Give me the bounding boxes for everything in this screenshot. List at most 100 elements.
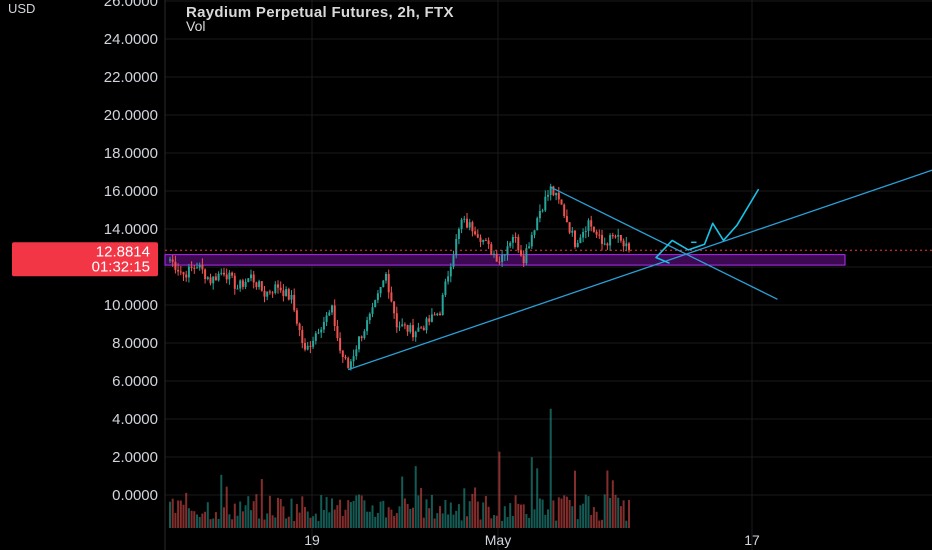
candle-body	[425, 318, 428, 331]
trendlines[interactable]	[165, 149, 932, 371]
candle-body	[371, 307, 374, 314]
volume-bar	[385, 517, 387, 528]
currency-label: USD	[8, 1, 35, 16]
y-tick-label: 4.0000	[112, 411, 158, 428]
candle-body	[312, 340, 315, 347]
y-tick-label: 26.0000	[104, 0, 158, 10]
candle-body	[617, 235, 620, 237]
volume-bar	[447, 514, 450, 528]
candle-body	[260, 281, 263, 291]
candle-body	[358, 336, 360, 350]
volume-bar	[563, 495, 566, 528]
candle-body	[576, 243, 579, 248]
volume-bar	[582, 503, 585, 528]
candle-body	[625, 243, 628, 247]
volume-bar	[420, 488, 423, 528]
y-tick-label: 2.0000	[112, 449, 158, 466]
volume-bar	[179, 500, 182, 528]
volume-bar	[493, 514, 495, 528]
volume-bar	[198, 517, 201, 528]
volume-bar	[609, 497, 612, 528]
volume-bar	[525, 514, 528, 528]
candle-body	[590, 220, 593, 227]
chart-title: Raydium Perpetual Futures, 2h, FTX	[186, 4, 454, 21]
last-price-value: 12.8814	[96, 243, 150, 260]
candle-body	[498, 261, 501, 263]
candle-body	[212, 276, 215, 284]
volume-bar	[495, 515, 498, 528]
candle-body	[293, 294, 296, 311]
volume-bar	[430, 494, 433, 528]
volume-bar	[590, 515, 593, 528]
trendline	[347, 169, 932, 371]
candle-body	[560, 199, 563, 205]
y-tick-label: 16.0000	[104, 183, 158, 200]
volume-bar	[587, 496, 590, 528]
volume-bar	[206, 502, 209, 528]
volume-bar	[441, 513, 444, 528]
volume-bar	[182, 504, 185, 528]
candle-body	[217, 273, 220, 281]
volume-bar	[393, 516, 396, 528]
candle-body	[495, 253, 498, 262]
volume-bar	[171, 498, 174, 528]
volume-bar	[279, 499, 282, 528]
candle-body	[414, 331, 417, 338]
x-tick-label: 19	[304, 532, 320, 548]
candle-body	[379, 286, 382, 294]
volume-bar	[187, 508, 190, 528]
volume-indicator-label[interactable]: Vol	[186, 18, 206, 34]
volume-bar	[533, 509, 536, 528]
volume-bar	[382, 500, 385, 528]
candle-body	[225, 274, 228, 280]
volume-bar	[341, 515, 344, 528]
volume-bar	[390, 509, 393, 528]
volume-bar	[287, 516, 290, 528]
candle-body	[282, 290, 285, 297]
volume-bar	[214, 512, 217, 528]
volume-bar	[614, 494, 617, 528]
volume-bar	[538, 498, 541, 528]
candle-body	[206, 277, 209, 280]
candle-body	[441, 295, 444, 315]
candle-body	[525, 248, 528, 264]
volume-bar	[466, 516, 468, 528]
volume-bar	[304, 506, 306, 528]
candle-body	[552, 186, 555, 196]
volume-bar	[530, 457, 533, 528]
freehand-projection	[655, 188, 760, 264]
candle-body	[628, 243, 630, 251]
volume-bar	[549, 408, 552, 528]
volume-bar	[169, 501, 171, 528]
volume-bar	[223, 507, 225, 528]
candle-body	[304, 342, 306, 350]
volume-bar	[476, 501, 479, 528]
candle-body	[409, 325, 412, 332]
candle-body	[382, 280, 385, 287]
candle-body	[244, 281, 247, 287]
candle-body	[179, 271, 182, 273]
candle-body	[463, 218, 466, 220]
candle-body	[549, 186, 552, 195]
candle-body	[611, 235, 614, 237]
candle-body	[436, 313, 439, 316]
candle-body	[336, 325, 339, 339]
volume-bar	[574, 470, 576, 528]
candle-body	[603, 243, 606, 245]
candle-body	[266, 291, 269, 297]
volume-bar	[241, 511, 244, 528]
volume-bar	[352, 500, 355, 528]
volume-bar	[295, 504, 298, 528]
volume-bar	[536, 468, 539, 528]
candle-body	[514, 237, 517, 239]
volume-bar	[379, 501, 382, 528]
volume-bar	[355, 495, 358, 528]
candles	[169, 183, 630, 371]
candle-body	[393, 301, 396, 314]
trendline	[550, 186, 778, 300]
candle-body	[457, 229, 460, 239]
volume-bar	[622, 500, 625, 528]
volume-bar	[455, 510, 458, 528]
